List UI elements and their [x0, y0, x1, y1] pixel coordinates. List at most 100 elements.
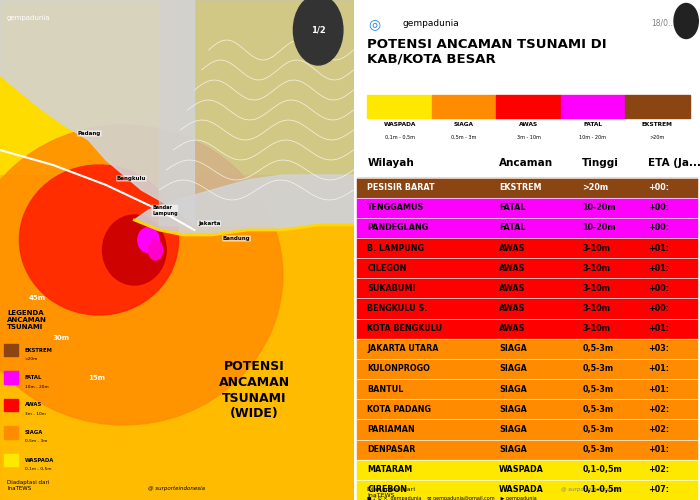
Text: 45m: 45m	[28, 295, 46, 301]
Bar	[357, 480, 696, 500]
Text: PARIAMAN: PARIAMAN	[368, 425, 415, 434]
Text: EKSTREM: EKSTREM	[499, 183, 542, 192]
Text: EKSTREM: EKSTREM	[642, 122, 673, 128]
Text: FATAL: FATAL	[499, 224, 526, 232]
Text: SIAGA: SIAGA	[499, 384, 527, 394]
Bar	[357, 258, 696, 278]
Text: @ surporteindonesia: @ surporteindonesia	[148, 486, 205, 491]
Bar	[357, 379, 696, 399]
Text: 0,1-0,5m: 0,1-0,5m	[582, 486, 622, 494]
Text: SIAGA: SIAGA	[499, 445, 527, 454]
Text: POTENSI
ANCAMAN
TSUNAMI
(WIDE): POTENSI ANCAMAN TSUNAMI (WIDE)	[219, 360, 290, 420]
Text: 0,5-3m: 0,5-3m	[582, 425, 613, 434]
Text: 0,1-0,5m: 0,1-0,5m	[582, 466, 622, 474]
Text: SIAGA: SIAGA	[454, 122, 474, 128]
Bar	[357, 178, 696, 198]
Text: 30m: 30m	[53, 335, 70, 341]
Bar	[357, 198, 696, 218]
Text: Padang: Padang	[78, 131, 101, 136]
Text: >20m: >20m	[25, 357, 38, 361]
Text: 0,5m - 3m: 0,5m - 3m	[452, 135, 477, 140]
Text: AWAS: AWAS	[499, 244, 526, 252]
Text: EKSTREM: EKSTREM	[25, 348, 52, 352]
Bar	[357, 359, 696, 379]
Polygon shape	[0, 0, 195, 225]
Bar	[357, 278, 696, 298]
Text: +00:: +00:	[648, 304, 669, 313]
Text: AWAS: AWAS	[499, 284, 526, 293]
Text: 3m - 10m: 3m - 10m	[25, 412, 46, 416]
Text: 10m - 20m: 10m - 20m	[580, 135, 606, 140]
Text: MATARAM: MATARAM	[368, 466, 412, 474]
Bar	[159, 0, 354, 225]
Text: WASPADA: WASPADA	[384, 122, 416, 128]
Bar	[0, 175, 354, 500]
Text: Bengkulu: Bengkulu	[117, 176, 146, 181]
Bar	[357, 298, 696, 318]
Text: 3-10m: 3-10m	[582, 304, 610, 313]
Bar	[4, 344, 18, 356]
Text: ETA (Ja...: ETA (Ja...	[648, 158, 700, 168]
Text: +00:: +00:	[648, 183, 669, 192]
Text: 3m - 10m: 3m - 10m	[517, 135, 540, 140]
Ellipse shape	[20, 165, 178, 315]
Text: ■ ♪ ⊙ ✕  gempadunia    ✉ gempadunia@gmail.com    ▶ gempadunia: ■ ♪ ⊙ ✕ gempadunia ✉ gempadunia@gmail.co…	[368, 496, 537, 500]
Text: WASPADA: WASPADA	[499, 466, 544, 474]
Text: Tinggi: Tinggi	[582, 158, 619, 168]
Text: +01:: +01:	[648, 264, 669, 272]
Bar	[357, 318, 696, 339]
Text: FATAL: FATAL	[25, 375, 42, 380]
Text: 0,5-3m: 0,5-3m	[582, 445, 613, 454]
Bar	[357, 460, 696, 480]
Text: 0,1m - 0,5m: 0,1m - 0,5m	[25, 467, 51, 471]
Text: PANDEGLANG: PANDEGLANG	[368, 224, 428, 232]
Text: +01:: +01:	[648, 445, 669, 454]
Text: Jakarta: Jakarta	[198, 221, 220, 226]
Ellipse shape	[138, 228, 159, 252]
Text: >20m: >20m	[650, 135, 665, 140]
Text: KULONPROGO: KULONPROGO	[368, 364, 430, 374]
Text: +02:: +02:	[648, 466, 669, 474]
Circle shape	[293, 0, 343, 65]
Text: SIAGA: SIAGA	[499, 344, 527, 354]
Text: SIAGA: SIAGA	[499, 405, 527, 414]
Text: AWAS: AWAS	[519, 122, 538, 128]
Text: 0,5-3m: 0,5-3m	[582, 405, 613, 414]
Text: AWAS: AWAS	[25, 402, 42, 407]
Bar	[357, 238, 696, 258]
Text: 3-10m: 3-10m	[582, 284, 610, 293]
Text: +00:: +00:	[648, 284, 669, 293]
Bar	[368, 95, 432, 118]
Circle shape	[674, 4, 699, 38]
Text: CIREBON: CIREBON	[368, 486, 407, 494]
Text: WASPADA: WASPADA	[25, 458, 54, 462]
Text: JAKARTA UTARA: JAKARTA UTARA	[368, 344, 439, 354]
Ellipse shape	[0, 125, 283, 425]
Text: AWAS: AWAS	[499, 304, 526, 313]
Text: AWAS: AWAS	[499, 324, 526, 333]
Text: SIAGA: SIAGA	[499, 364, 527, 374]
Bar	[496, 95, 561, 118]
Bar	[4, 398, 18, 411]
Text: SUKABUMI: SUKABUMI	[368, 284, 416, 293]
Text: @ surporteindonesia: @ surporteindonesia	[561, 488, 618, 492]
Text: 1/2: 1/2	[311, 26, 326, 35]
Bar	[357, 399, 696, 419]
Text: 0,5-3m: 0,5-3m	[582, 364, 613, 374]
Text: SIAGA: SIAGA	[499, 425, 527, 434]
Bar	[357, 339, 696, 359]
Bar	[357, 440, 696, 460]
Text: +00:: +00:	[648, 203, 669, 212]
Text: 10-20m: 10-20m	[582, 224, 616, 232]
Text: +00:: +00:	[648, 224, 669, 232]
Text: Diadaptasi dari
InaTEWS: Diadaptasi dari InaTEWS	[7, 480, 49, 491]
Text: FATAL: FATAL	[583, 122, 603, 128]
Bar	[4, 454, 18, 466]
Text: LEGENDA
ANCAMAN
TSUNAMI: LEGENDA ANCAMAN TSUNAMI	[7, 310, 47, 330]
Text: +01:: +01:	[648, 324, 669, 333]
Text: 0,5-3m: 0,5-3m	[582, 344, 613, 354]
Text: POTENSI ANCAMAN TSUNAMI DI
KAB/KOTA BESAR: POTENSI ANCAMAN TSUNAMI DI KAB/KOTA BESA…	[368, 38, 607, 66]
Bar	[4, 371, 18, 384]
Text: 3-10m: 3-10m	[582, 244, 610, 252]
Bar	[4, 426, 18, 438]
